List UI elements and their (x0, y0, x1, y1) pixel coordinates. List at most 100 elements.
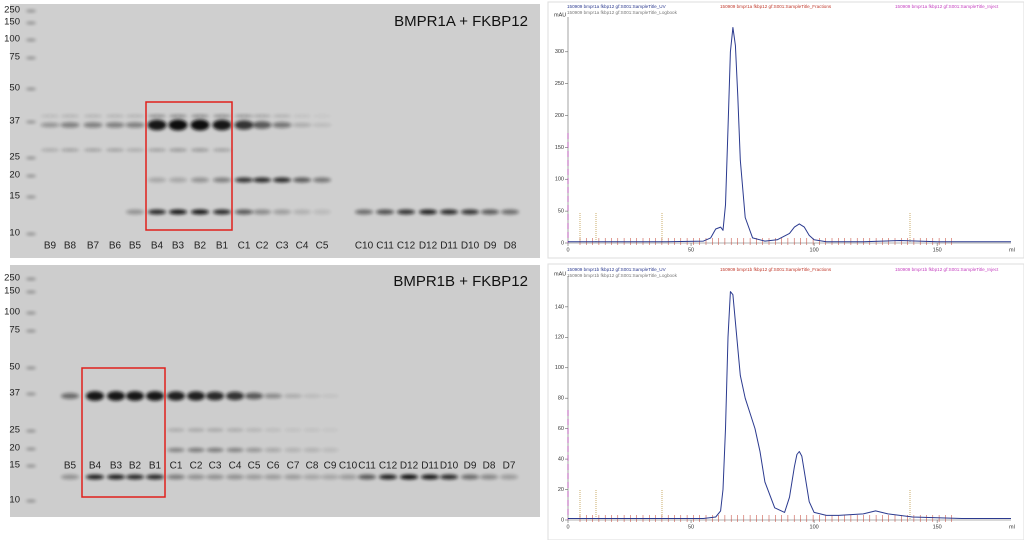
band (461, 474, 479, 480)
band (60, 122, 80, 128)
highlight-box (81, 367, 166, 498)
lane-label: C12 (379, 461, 398, 472)
band (303, 394, 321, 398)
lane-label: B1 (149, 461, 162, 472)
band (397, 209, 415, 215)
x-tick-label: 50 (688, 524, 694, 530)
band (167, 391, 185, 401)
band (440, 474, 458, 480)
band (284, 394, 302, 398)
band (106, 148, 124, 152)
x-tick-label: 100 (810, 247, 819, 253)
band (126, 391, 144, 401)
band (107, 474, 125, 480)
band (187, 448, 205, 452)
lane-label: D11 (440, 241, 458, 252)
band (226, 391, 244, 401)
gel-title: BMPR1A + FKBP12 (394, 13, 528, 30)
band (148, 148, 166, 152)
lane-label: B4 (89, 461, 102, 472)
band (273, 114, 291, 118)
lane-label: D11 (421, 461, 439, 472)
lane-label: C9 (324, 461, 337, 472)
band (187, 474, 205, 480)
x-axis-label: ml (1009, 247, 1015, 253)
band (303, 428, 321, 432)
bands (26, 9, 519, 503)
band (61, 114, 79, 118)
band (40, 122, 60, 128)
legend-text: 150909 bmpr1b fkbp12 gf:S001:SampleTitle… (720, 267, 832, 272)
lane-label: B2 (194, 241, 207, 252)
band (86, 391, 104, 401)
band (284, 428, 302, 432)
band (126, 148, 144, 152)
band (358, 474, 376, 480)
band (321, 474, 339, 480)
band (245, 428, 263, 432)
lane-label: D8 (504, 241, 517, 252)
y-tick-label: 50 (558, 209, 564, 215)
marker-label: 150 (4, 286, 20, 297)
band (191, 177, 209, 183)
band (26, 499, 36, 503)
marker-label: 250 (4, 5, 20, 16)
band (213, 148, 231, 152)
lane-label: B7 (87, 241, 100, 252)
y-tick-label: 0 (561, 240, 564, 246)
lane-label: C8 (306, 461, 319, 472)
band (264, 393, 282, 399)
legend-text: 150909 bmpr1b fkbp12 gf:S001:SampleTitle… (567, 273, 678, 278)
band (61, 474, 79, 480)
band (191, 148, 209, 152)
y-tick-label: 140 (555, 304, 564, 310)
band (293, 114, 311, 118)
lane-label: D8 (483, 461, 496, 472)
lane-label: B8 (64, 241, 77, 252)
lane-label: C2 (190, 461, 203, 472)
band (264, 448, 282, 452)
lane-label: C1 (238, 241, 251, 252)
band (167, 474, 185, 480)
band (252, 121, 272, 129)
band (86, 474, 104, 480)
band (501, 209, 519, 215)
lane-label: B3 (172, 241, 185, 252)
band (234, 120, 254, 130)
marker-label: 100 (4, 34, 20, 45)
lane-label: C3 (276, 241, 289, 252)
band (26, 56, 36, 60)
band (148, 177, 166, 183)
chromatogram-panel (547, 1, 1024, 259)
legend-text: 150909 bmpr1a fkbp12 gf:S001:SampleTitle… (720, 4, 832, 9)
band (146, 391, 164, 401)
band (206, 474, 224, 480)
lane-label: C11 (376, 241, 394, 252)
band (264, 474, 282, 480)
lane-label: B2 (129, 461, 142, 472)
band (284, 474, 302, 480)
band (167, 428, 185, 432)
marker-label: 20 (9, 443, 20, 454)
band (253, 209, 271, 215)
y-tick-label: 300 (555, 49, 564, 55)
marker-label: 10 (9, 228, 20, 239)
band (26, 366, 36, 370)
band (226, 448, 244, 452)
x-tick-label: 150 (933, 247, 942, 253)
lane-label: C10 (339, 461, 358, 472)
band (26, 447, 36, 451)
marker-label: 37 (9, 116, 20, 127)
band (84, 148, 102, 152)
lane-label: B9 (44, 241, 57, 252)
x-axis-label: ml (1009, 524, 1015, 530)
marker-label: 75 (9, 52, 20, 63)
band (26, 290, 36, 294)
band (126, 114, 144, 118)
band (126, 474, 144, 480)
band (226, 474, 244, 480)
band (187, 428, 205, 432)
marker-label: 250 (4, 273, 20, 284)
gel-background (10, 4, 540, 258)
